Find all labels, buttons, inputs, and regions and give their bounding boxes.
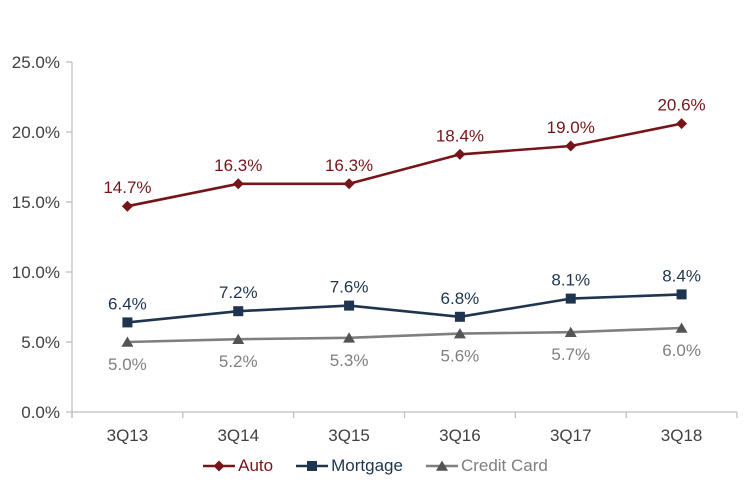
data-label: 8.1% <box>551 271 590 290</box>
data-point-marker <box>435 460 448 471</box>
data-label: 6.0% <box>662 341 701 360</box>
x-axis-tick-label: 3Q13 <box>107 426 149 445</box>
y-axis-tick-label: 5.0% <box>21 333 60 352</box>
data-point-marker <box>454 148 466 160</box>
data-point-marker <box>121 336 134 347</box>
data-label: 20.6% <box>657 96 705 115</box>
data-point-marker <box>676 118 688 130</box>
chart-legend: Auto Mortgage Credit Card <box>0 456 750 476</box>
series-credit-card: 5.0% 5.2% 5.3% 5.6% 5.7% 6.0% <box>108 322 701 374</box>
data-point-marker <box>343 332 356 343</box>
data-point-marker <box>343 178 355 190</box>
x-axis-tick-label: 3Q17 <box>550 426 592 445</box>
data-label: 7.6% <box>330 278 369 297</box>
series-line <box>126 326 683 344</box>
series-auto: 14.7% 16.3% 16.3% 18.4% 19.0% 20.6% <box>103 96 706 212</box>
data-point-marker <box>233 306 244 317</box>
data-label: 16.3% <box>325 156 373 175</box>
y-axis-tick-label: 20.0% <box>12 123 60 142</box>
data-label: 5.0% <box>108 355 147 374</box>
data-label: 16.3% <box>214 156 262 175</box>
data-point-marker <box>344 300 355 311</box>
chart-canvas: 25.0% 20.0% 15.0% 10.0% 5.0% 0.0% 3Q13 3Q14 3Q15… <box>12 53 738 445</box>
y-axis-tick-label: 0.0% <box>21 403 60 422</box>
data-point-marker <box>121 200 133 212</box>
data-label: 5.6% <box>441 347 480 366</box>
x-axis-tick-label: 3Q15 <box>328 426 370 445</box>
data-point-marker <box>565 293 576 304</box>
data-point-marker <box>213 460 225 472</box>
data-label: 5.2% <box>219 352 258 371</box>
legend-item-auto: Auto <box>202 456 273 476</box>
series-mortgage: 6.4% 7.2% 7.6% 6.8% 8.1% 8.4% <box>108 266 701 328</box>
x-axis-tick-label: 3Q18 <box>661 426 703 445</box>
data-point-marker <box>122 317 133 328</box>
data-label: 14.7% <box>103 178 151 197</box>
x-axis-tick-label: 3Q16 <box>439 426 481 445</box>
data-point-marker <box>565 140 577 152</box>
legend-label: Mortgage <box>331 456 403 475</box>
series-line <box>126 122 683 208</box>
legend-label: Auto <box>238 456 274 475</box>
diamond-marker-legend-icon <box>203 460 236 472</box>
data-label: 7.2% <box>219 283 258 302</box>
data-point-marker <box>232 178 244 190</box>
data-label: 8.4% <box>662 266 701 285</box>
data-point-marker <box>454 311 465 322</box>
series-line <box>126 293 683 324</box>
data-label: 5.7% <box>551 345 590 364</box>
data-point-marker <box>307 461 318 471</box>
legend-item-mortgage: Mortgage <box>295 456 403 476</box>
data-point-marker <box>232 333 245 344</box>
data-point-marker <box>675 322 688 333</box>
data-label: 6.4% <box>108 294 147 313</box>
data-point-marker <box>564 326 577 337</box>
data-label: 19.0% <box>547 118 595 137</box>
y-axis-tick-label: 15.0% <box>12 193 60 212</box>
legend-label: Credit Card <box>460 456 548 475</box>
y-axis-tick-label: 25.0% <box>12 53 60 72</box>
legend-item-credit-card: Credit Card <box>425 456 548 476</box>
triangle-marker-legend-icon <box>425 460 458 471</box>
data-point-marker <box>453 328 466 339</box>
data-label: 6.8% <box>441 289 480 308</box>
data-label: 5.3% <box>330 351 369 370</box>
data-point-marker <box>676 289 687 300</box>
x-axis-tick-label: 3Q14 <box>217 426 259 445</box>
y-axis-tick-label: 10.0% <box>12 263 60 282</box>
data-label: 18.4% <box>436 126 484 145</box>
square-marker-legend-icon <box>296 461 329 471</box>
